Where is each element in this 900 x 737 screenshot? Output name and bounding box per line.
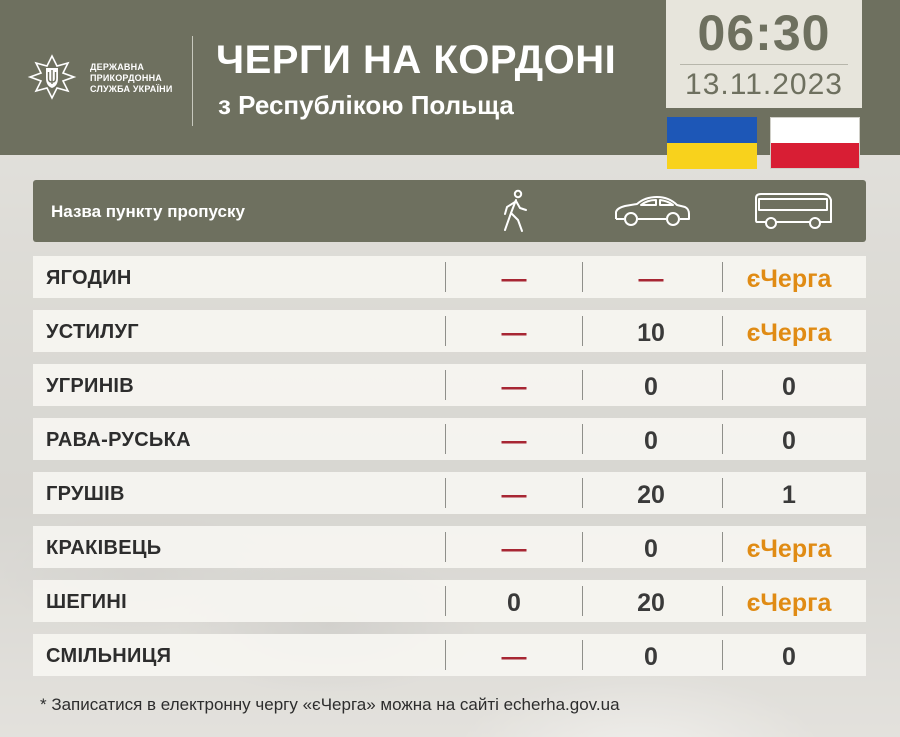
org-name: ДЕРЖАВНА ПРИКОРДОННА СЛУЖБА УКРАЇНИ — [90, 62, 190, 95]
shield-trident-emblem-icon — [27, 54, 77, 100]
column-divider — [582, 370, 583, 400]
table-row: КРАКІВЕЦЬ — 0 єЧерга — [33, 526, 866, 568]
table-row: РАВА-РУСЬКА — 0 0 — [33, 418, 866, 460]
pedestrian-queue-value: — — [501, 319, 527, 347]
org-line-1: ДЕРЖАВНА — [90, 62, 145, 72]
checkpoint-name: СМІЛЬНИЦЯ — [46, 645, 172, 667]
column-divider — [445, 262, 446, 292]
org-line-2: ПРИКОРДОННА — [90, 73, 162, 83]
car-queue-value: 0 — [644, 535, 658, 563]
poland-flag-red — [771, 143, 859, 168]
column-divider — [722, 478, 723, 508]
pedestrian-queue-value: — — [501, 427, 527, 455]
ukraine-flag-yellow — [667, 143, 757, 169]
time-label: 06:30 — [697, 5, 831, 61]
car-queue-value: 0 — [644, 427, 658, 455]
column-divider — [445, 532, 446, 562]
datetime-box: 06:30 13.11.2023 — [666, 0, 862, 108]
column-divider — [445, 478, 446, 508]
pedestrian-queue-value: 0 — [507, 589, 521, 617]
car-queue-value: — — [638, 265, 664, 293]
car-icon — [615, 196, 690, 226]
pedestrian-queue-value: — — [501, 481, 527, 509]
page-title: ЧЕРГИ НА КОРДОНІ — [216, 38, 617, 82]
org-line-3: СЛУЖБА УКРАЇНИ — [90, 84, 173, 94]
table-row: ЯГОДИН — — єЧерга — [33, 256, 866, 298]
car-queue-value: 0 — [644, 373, 658, 401]
pedestrian-queue-value: — — [501, 535, 527, 563]
column-divider — [722, 262, 723, 292]
footnote: * Записатися в електронну чергу «єЧерга»… — [40, 695, 620, 714]
bus-queue-value: єЧерга — [746, 265, 832, 293]
column-divider — [582, 640, 583, 670]
column-divider — [445, 370, 446, 400]
column-divider — [582, 262, 583, 292]
table-header: Назва пункту пропуску — [33, 180, 866, 242]
checkpoint-column-label: Назва пункту пропуску — [51, 202, 245, 221]
column-divider — [722, 532, 723, 562]
checkpoint-name: ЯГОДИН — [46, 267, 132, 289]
column-divider — [445, 586, 446, 616]
column-divider — [582, 586, 583, 616]
ukraine-flag-blue — [667, 117, 757, 143]
table-row: ШЕГИНІ 0 20 єЧерга — [33, 580, 866, 622]
pedestrian-queue-value: — — [501, 643, 527, 671]
poland-flag-icon — [770, 117, 860, 169]
checkpoint-name: ГРУШІВ — [46, 483, 125, 505]
column-divider — [582, 316, 583, 346]
checkpoint-name: КРАКІВЕЦЬ — [46, 537, 162, 559]
column-divider — [722, 586, 723, 616]
bus-queue-value: єЧерга — [746, 535, 832, 563]
date-label: 13.11.2023 — [685, 68, 843, 101]
datetime-divider — [680, 64, 848, 65]
pedestrian-icon — [504, 189, 527, 232]
column-divider — [582, 532, 583, 562]
column-divider — [445, 316, 446, 346]
checkpoint-name: УГРИНІВ — [46, 375, 135, 397]
car-queue-value: 20 — [637, 481, 665, 509]
pedestrian-queue-value: — — [501, 265, 527, 293]
poland-flag-white — [771, 118, 859, 143]
checkpoint-name: РАВА-РУСЬКА — [46, 429, 191, 451]
bus-queue-value: 1 — [782, 481, 796, 509]
pedestrian-queue-value: — — [501, 373, 527, 401]
header-divider — [192, 36, 193, 126]
bus-queue-value: єЧерга — [746, 589, 832, 617]
bus-queue-value: 0 — [782, 643, 796, 671]
ukraine-flag-icon — [667, 117, 757, 169]
column-divider — [445, 424, 446, 454]
table-row: ГРУШІВ — 20 1 — [33, 472, 866, 514]
table-row: СМІЛЬНИЦЯ — 0 0 — [33, 634, 866, 676]
column-divider — [722, 640, 723, 670]
bus-icon — [755, 193, 832, 229]
car-queue-value: 10 — [637, 319, 665, 347]
page-subtitle: з Республікою Польща — [218, 90, 514, 120]
column-divider — [582, 424, 583, 454]
table-row: УГРИНІВ — 0 0 — [33, 364, 866, 406]
column-divider — [582, 478, 583, 508]
bus-queue-value: 0 — [782, 373, 796, 401]
car-queue-value: 20 — [637, 589, 665, 617]
column-divider — [722, 370, 723, 400]
bus-queue-value: єЧерга — [746, 319, 832, 347]
column-divider — [445, 640, 446, 670]
column-divider — [722, 424, 723, 454]
car-queue-value: 0 — [644, 643, 658, 671]
table-row: УСТИЛУГ — 10 єЧерга — [33, 310, 866, 352]
checkpoint-name: ШЕГИНІ — [46, 591, 127, 613]
column-divider — [722, 316, 723, 346]
checkpoint-name: УСТИЛУГ — [46, 321, 139, 343]
bus-queue-value: 0 — [782, 427, 796, 455]
